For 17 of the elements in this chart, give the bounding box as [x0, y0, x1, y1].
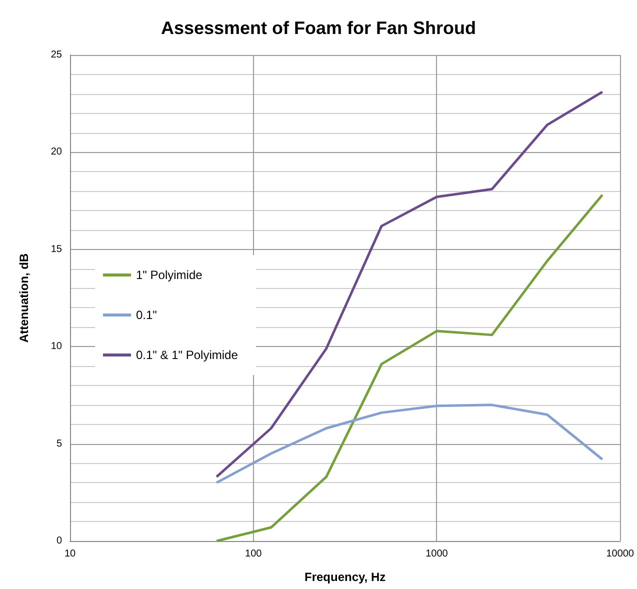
legend-label: 1" Polyimide: [136, 268, 203, 282]
legend-label: 0.1" & 1" Polyimide: [136, 348, 238, 362]
x-tick-label: 10: [64, 548, 76, 560]
x-tick-label: 100: [245, 548, 262, 560]
y-axis-title: Attenuation, dB: [17, 253, 31, 343]
line-series: [215, 404, 604, 484]
y-tick-label: 0: [56, 536, 62, 546]
legend-label: 0.1": [136, 308, 157, 322]
chart-title: Assessment of Foam for Fan Shroud: [160, 18, 476, 38]
x-tick-label: 1000: [426, 548, 448, 560]
x-axis-title: Frequency, Hz: [304, 570, 386, 584]
y-tick-label: 5: [56, 438, 62, 450]
y-tick-label: 15: [50, 244, 62, 255]
y-tick-label: 25: [50, 50, 62, 60]
y-tick-label: 10: [50, 341, 62, 352]
y-tick-label: 20: [50, 146, 62, 158]
x-tick-label: 10000: [606, 548, 634, 560]
